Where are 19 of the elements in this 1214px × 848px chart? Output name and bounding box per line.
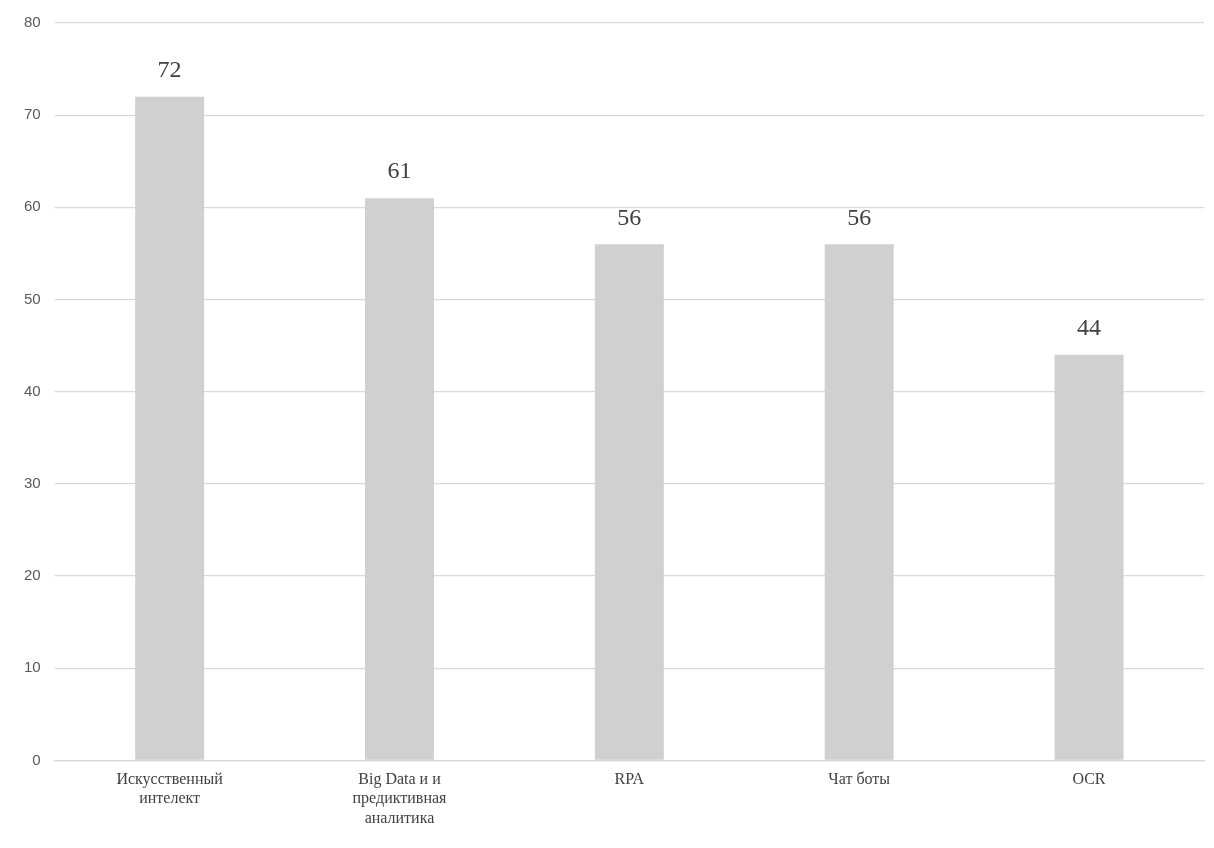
y-tick-label: 70	[24, 105, 41, 123]
data-label: 61	[387, 157, 412, 184]
x-tick-label: Искусственный интелект	[116, 770, 224, 807]
y-tick-label: 10	[24, 658, 41, 676]
x-tick-label: Чат боты	[828, 770, 891, 788]
data-label: 56	[617, 203, 642, 230]
y-tick-label: 80	[24, 13, 41, 31]
x-tick-label: OCR	[1072, 770, 1106, 788]
data-label: 56	[847, 203, 872, 230]
y-tick-label: 60	[24, 197, 41, 215]
y-tick-label: 30	[24, 474, 41, 492]
y-tick-label: 50	[24, 289, 41, 307]
y-tick-label: 20	[24, 566, 41, 584]
y-tick-label: 0	[32, 750, 41, 768]
x-tick-label: Big Data и и предиктивная аналитика	[352, 770, 448, 826]
x-tick-label: RPA	[614, 770, 645, 788]
y-tick-label: 40	[24, 381, 41, 399]
data-label: 44	[1077, 314, 1102, 341]
data-label: 72	[157, 56, 182, 83]
